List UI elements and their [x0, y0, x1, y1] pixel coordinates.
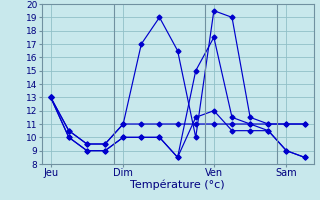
X-axis label: Température (°c): Température (°c) — [130, 180, 225, 190]
